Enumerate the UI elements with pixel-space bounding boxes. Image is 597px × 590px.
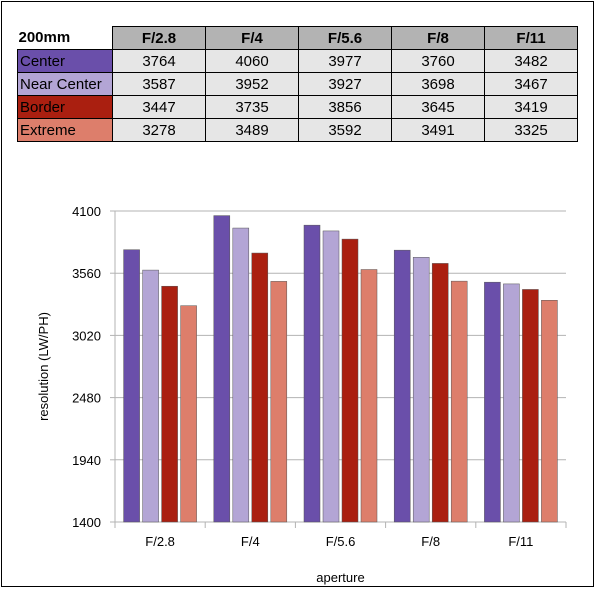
x-tick-label: F/11 (508, 534, 533, 549)
column-header-aperture: F/11 (484, 26, 578, 50)
bar (393, 249, 411, 523)
table-cell: 3467 (484, 72, 578, 96)
table-cell: 3587 (112, 72, 206, 96)
y-tick-label: 1400 (72, 515, 101, 530)
table-row: Center 3764 4060 3977 3760 3482 (17, 49, 578, 73)
bar (142, 269, 159, 523)
table-cell: 3419 (484, 95, 578, 119)
bar (232, 227, 250, 523)
table-cell: 3592 (298, 118, 392, 142)
resolution-bar-chart: 1400 1940 2480 3020 3560 4100 F/2.8 F/4 F/5.6 F/8… (36, 204, 567, 585)
bar (303, 224, 321, 523)
x-axis-title: aperture (316, 570, 364, 585)
bar (541, 300, 558, 523)
bar (522, 289, 539, 523)
bar (412, 257, 430, 523)
lens-focal-length: 200mm (17, 26, 113, 50)
y-tick-label: 1940 (72, 453, 101, 468)
table-row: Border 3447 3735 3856 3645 3419 (17, 95, 578, 119)
y-axis-title: resolution (LW/PH) (36, 312, 51, 421)
table-cell: 3760 (391, 49, 485, 73)
table-cell: 3645 (391, 95, 485, 119)
table-header-row: 200mm F/2.8 F/4 F/5.6 F/8 F/11 (17, 26, 578, 50)
bar (450, 280, 468, 523)
table-cell: 3447 (112, 95, 206, 119)
table-cell: 3977 (298, 49, 392, 73)
table-cell: 3698 (391, 72, 485, 96)
bar (431, 263, 449, 523)
table-cell: 3482 (484, 49, 578, 73)
resolution-table: 200mm F/2.8 F/4 F/5.6 F/8 F/11 Center 37… (17, 26, 578, 142)
x-tick-label: F/5.6 (326, 534, 356, 549)
column-header-aperture: F/2.8 (112, 26, 206, 50)
bar (503, 283, 520, 523)
y-tick-label: 4100 (72, 204, 101, 219)
table-cell: 3278 (112, 118, 206, 142)
table-cell: 3856 (298, 95, 392, 119)
bar (484, 281, 501, 523)
x-tick-label: F/8 (421, 534, 440, 549)
bar (161, 285, 178, 523)
bar (180, 305, 197, 523)
table-cell: 3491 (391, 118, 485, 142)
bar (251, 252, 269, 523)
y-tick-label: 3560 (72, 266, 101, 281)
column-header-aperture: F/8 (391, 26, 485, 50)
table-cell: 3952 (205, 72, 299, 96)
bar (360, 269, 378, 523)
x-tick-label: F/4 (241, 534, 260, 549)
table-cell: 4060 (205, 49, 299, 73)
bar (322, 230, 340, 523)
column-header-aperture: F/5.6 (298, 26, 392, 50)
table-cell: 3927 (298, 72, 392, 96)
table-cell: 3764 (112, 49, 206, 73)
row-label: Center (17, 49, 113, 73)
y-tick-label: 3020 (72, 328, 101, 343)
y-tick-label: 2480 (72, 391, 101, 406)
bar (123, 249, 140, 523)
table-row: Extreme 3278 3489 3592 3491 3325 (17, 118, 578, 142)
table-cell: 3325 (484, 118, 578, 142)
bar (270, 281, 288, 523)
column-header-aperture: F/4 (205, 26, 299, 50)
x-tick-label: F/2.8 (145, 534, 175, 549)
table-cell: 3735 (205, 95, 299, 119)
bar (341, 238, 359, 523)
table-cell: 3489 (205, 118, 299, 142)
bar (213, 215, 231, 523)
row-label: Border (17, 95, 113, 119)
row-label: Extreme (17, 118, 113, 142)
table-row: Near Center 3587 3952 3927 3698 3467 (17, 72, 578, 96)
row-label: Near Center (17, 72, 113, 96)
